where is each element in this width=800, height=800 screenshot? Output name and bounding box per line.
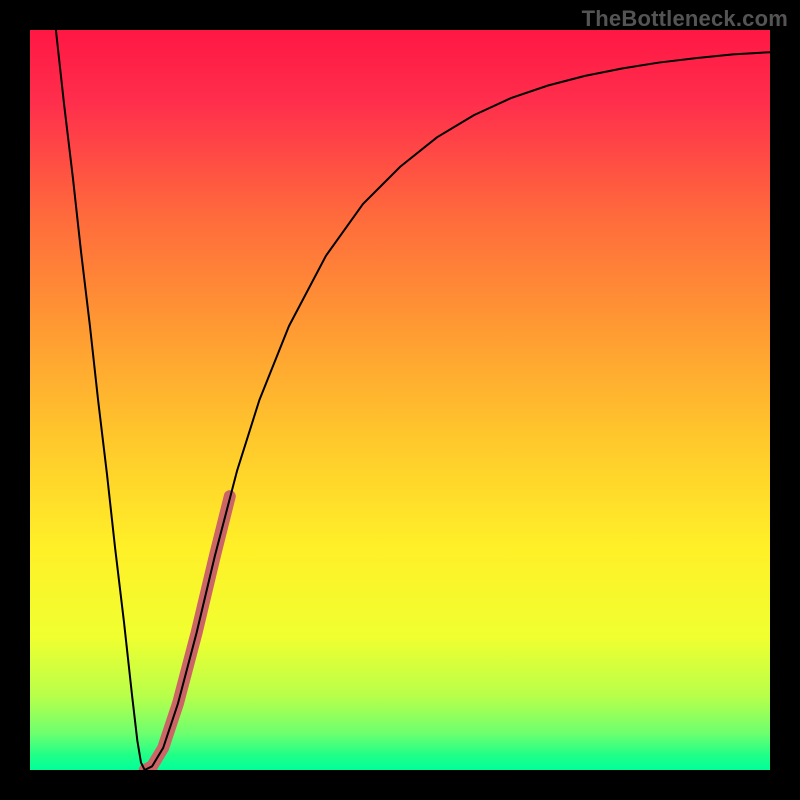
plot-svg [30, 30, 770, 770]
watermark-text: TheBottleneck.com [582, 6, 788, 32]
plot-area [30, 30, 770, 770]
gradient-background [30, 30, 770, 770]
chart-container: TheBottleneck.com [0, 0, 800, 800]
